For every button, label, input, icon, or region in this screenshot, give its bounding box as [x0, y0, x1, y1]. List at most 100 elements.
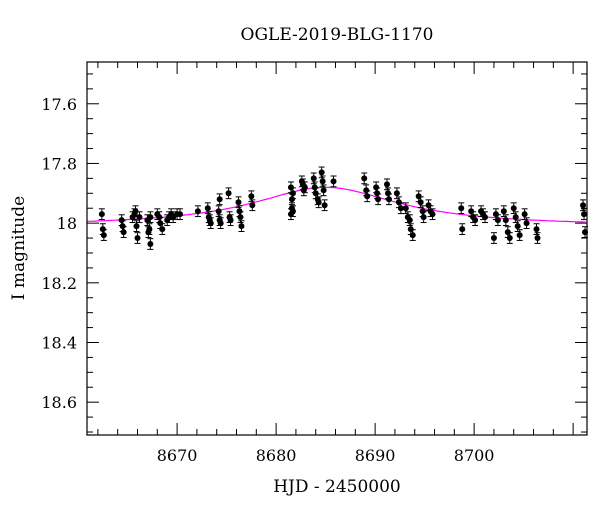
data-point — [580, 199, 587, 212]
data-point — [227, 214, 234, 227]
data-point — [225, 187, 232, 200]
data-point — [249, 199, 256, 212]
point-marker — [235, 199, 242, 206]
data-point — [384, 178, 390, 191]
y-tick-label: 18.6 — [41, 393, 77, 412]
y-tick-label: 18 — [57, 214, 77, 233]
point-marker — [227, 217, 234, 224]
point-marker — [311, 184, 318, 191]
data-point — [472, 214, 479, 227]
point-marker — [194, 208, 201, 215]
point-marker — [472, 217, 479, 224]
point-marker — [217, 220, 224, 227]
x-axis-label: HJD - 2450000 — [273, 477, 401, 497]
point-marker — [133, 223, 140, 230]
point-marker — [315, 199, 322, 206]
point-marker — [319, 178, 326, 185]
point-marker — [534, 235, 541, 242]
data-point — [301, 181, 308, 194]
point-marker — [225, 190, 232, 197]
point-marker — [506, 235, 513, 242]
data-point — [330, 175, 337, 188]
data-point — [194, 205, 201, 218]
point-marker — [494, 217, 501, 224]
y-axis-label: I magnitude — [9, 196, 29, 300]
point-marker — [417, 199, 424, 206]
x-tick-label: 8670 — [157, 446, 198, 465]
y-tick-label: 18.2 — [41, 274, 77, 293]
point-marker — [119, 223, 126, 230]
point-marker — [99, 226, 106, 233]
point-marker — [120, 229, 127, 236]
point-marker — [215, 208, 222, 215]
point-marker — [393, 190, 400, 197]
point-marker — [581, 211, 588, 218]
data-point — [136, 211, 143, 224]
point-marker — [249, 202, 256, 209]
data-point — [364, 190, 371, 203]
data-point — [516, 229, 523, 241]
data-point — [500, 205, 507, 218]
x-tick-label: 8700 — [454, 446, 495, 465]
point-marker — [523, 220, 530, 227]
point-marker — [521, 211, 528, 218]
data-point — [147, 211, 154, 224]
point-marker — [287, 211, 294, 218]
point-marker — [458, 205, 465, 212]
point-marker — [320, 187, 327, 194]
point-marker — [510, 205, 517, 212]
point-marker — [502, 217, 509, 224]
y-tick-label: 18.4 — [41, 333, 77, 352]
data-point — [361, 172, 368, 185]
point-marker — [100, 232, 107, 239]
data-point — [132, 205, 139, 218]
point-marker — [397, 205, 404, 212]
point-marker — [301, 184, 308, 191]
data-point — [120, 226, 127, 238]
point-marker — [98, 211, 105, 218]
data-point — [523, 217, 530, 230]
data-point — [482, 211, 489, 224]
point-marker — [482, 214, 489, 221]
point-marker — [147, 241, 154, 248]
data-point — [133, 220, 140, 232]
data-point — [459, 223, 466, 235]
plot-frame — [86, 61, 588, 436]
data-point — [458, 202, 465, 215]
point-marker — [490, 235, 497, 242]
data-point — [156, 211, 163, 224]
data-point — [397, 202, 404, 215]
point-marker — [248, 193, 255, 200]
point-marker — [580, 202, 587, 209]
data-point — [147, 238, 154, 250]
chart-title: OGLE-2019-BLG-1170 — [241, 25, 434, 45]
data-point — [506, 232, 513, 244]
point-marker — [361, 175, 368, 182]
point-marker — [134, 235, 141, 242]
data-point — [216, 193, 223, 206]
data-point — [315, 196, 322, 209]
point-marker — [216, 196, 223, 203]
point-marker — [118, 217, 125, 224]
point-marker — [385, 196, 392, 203]
point-marker — [310, 175, 317, 182]
point-marker — [420, 214, 427, 221]
data-point — [146, 223, 153, 235]
point-marker — [429, 211, 436, 218]
data-point — [98, 208, 105, 221]
point-marker — [204, 205, 211, 212]
point-marker — [207, 220, 214, 227]
data-point — [320, 184, 327, 197]
point-marker — [363, 187, 370, 194]
data-point — [159, 223, 166, 235]
data-point — [581, 208, 588, 221]
data-point — [134, 232, 141, 244]
data-point — [321, 199, 328, 212]
point-marker — [288, 196, 295, 203]
point-marker — [330, 178, 337, 185]
point-marker — [159, 226, 166, 233]
data-point — [375, 193, 382, 206]
data-point — [490, 232, 497, 244]
point-marker — [238, 223, 245, 230]
